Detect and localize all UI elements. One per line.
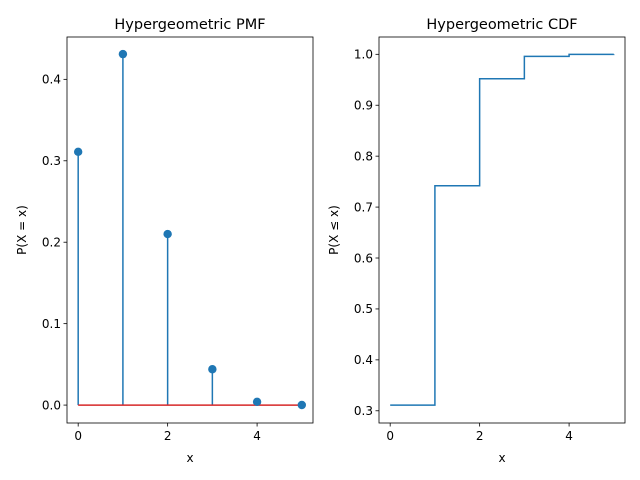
- pmf-title: Hypergeometric PMF: [114, 17, 265, 33]
- pmf-axes-frame: [66, 36, 314, 424]
- stem-marker: [163, 229, 172, 239]
- x-tick-label: 2: [164, 429, 172, 443]
- y-tick-label: 0.7: [354, 200, 373, 214]
- pmf-marks: [73, 49, 307, 410]
- x-tick-label: 4: [565, 429, 573, 443]
- x-tick-label: 0: [386, 429, 394, 443]
- stem-marker: [208, 365, 217, 374]
- stem-marker: [73, 147, 83, 157]
- pmf-y-axis-label: P(X = x): [15, 205, 29, 255]
- pmf-x-ticks: 0 2 4: [74, 423, 261, 443]
- pmf-x-axis-label: x: [186, 451, 193, 465]
- y-tick-label: 0.1: [42, 317, 61, 331]
- stem-marker: [118, 49, 128, 59]
- y-tick-label: 0.4: [354, 353, 373, 367]
- y-tick-label: 0.8: [354, 149, 373, 163]
- stem-marker: [252, 397, 262, 407]
- x-tick-label: 2: [476, 429, 484, 443]
- y-tick-label: 0.2: [42, 236, 61, 250]
- y-tick-label: 0.6: [354, 251, 373, 265]
- x-tick-label: 4: [253, 429, 261, 443]
- y-tick-label: 1.0: [354, 48, 373, 62]
- y-tick-label: 0.3: [354, 404, 373, 418]
- stem-marker: [297, 400, 307, 410]
- cdf-y-ticks: 0.3 0.4 0.5 0.6 0.7 0.8 0.9 1.0: [354, 48, 379, 418]
- pmf-y-ticks: 0.0 0.1 0.2 0.3 0.4: [42, 73, 67, 412]
- y-tick-label: 0.4: [42, 73, 61, 87]
- y-tick-label: 0.5: [354, 302, 373, 316]
- cdf-step-line: [390, 53, 615, 406]
- cdf-marks: [390, 53, 615, 406]
- cdf-x-axis-label: x: [498, 451, 505, 465]
- y-tick-label: 0.3: [42, 154, 61, 168]
- cdf-axes-frame: [378, 36, 626, 424]
- cdf-x-ticks: 0 2 4: [386, 423, 573, 443]
- cdf-title: Hypergeometric CDF: [426, 17, 577, 33]
- pmf-panel: Hypergeometric PMF 0 2 4 0.0 0.1 0.2 0.3 0.4 x…: [15, 17, 314, 465]
- x-tick-label: 0: [74, 429, 82, 443]
- cdf-y-axis-label: P(X ≤ x): [327, 205, 341, 255]
- y-tick-label: 0.9: [354, 99, 373, 113]
- y-tick-label: 0.0: [42, 398, 61, 412]
